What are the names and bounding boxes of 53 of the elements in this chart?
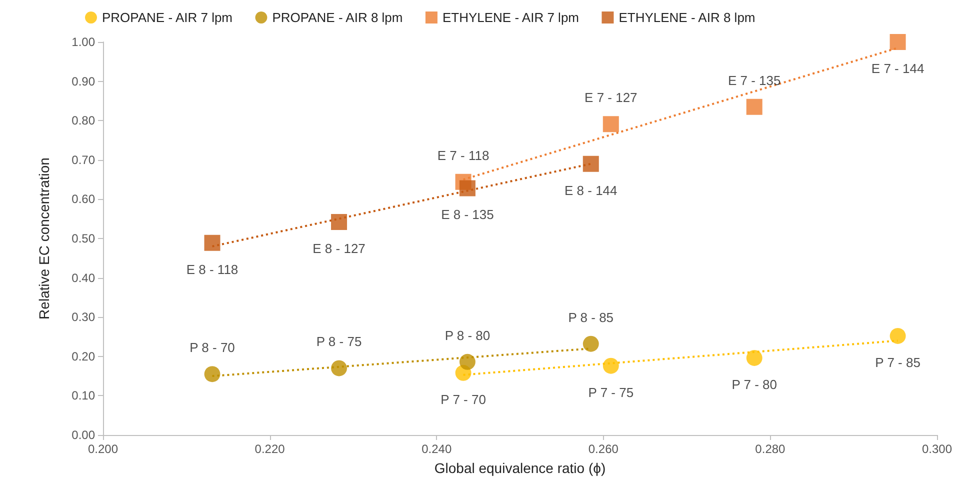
point <box>204 234 220 251</box>
data-label: P 8 - 75 <box>316 334 362 350</box>
point <box>890 34 906 50</box>
y-axis-title: Relative EC concentration <box>36 158 52 320</box>
point <box>459 180 476 196</box>
data-label: E 7 - 127 <box>584 90 638 106</box>
point <box>602 116 619 132</box>
x-tick-label: 0.200 <box>88 442 118 456</box>
point <box>582 336 599 352</box>
legend-label: ETHYLENE - AIR 8 lpm <box>618 10 756 25</box>
data-label: P 7 - 80 <box>732 376 777 392</box>
data-label: E 8 - 144 <box>564 182 618 198</box>
data-label: E 7 - 144 <box>871 61 924 76</box>
data-label: P 7 - 85 <box>875 354 920 370</box>
y-tick-label: 0.90 <box>72 74 96 88</box>
data-label: E 8 - 118 <box>186 262 238 277</box>
y-tick-label: 0.10 <box>72 388 96 403</box>
point <box>331 214 348 230</box>
point <box>890 328 906 344</box>
y-tick-label: 0.60 <box>72 192 96 206</box>
y-tick-label: 1.00 <box>72 35 96 49</box>
y-tick-label: 0.00 <box>72 428 96 442</box>
data-label: P 7 - 75 <box>588 384 634 400</box>
point <box>602 358 619 374</box>
point <box>204 366 220 382</box>
point <box>459 354 476 370</box>
y-tick-label: 0.40 <box>72 270 96 285</box>
data-label: P 8 - 85 <box>568 310 614 325</box>
data-label: E 7 - 118 <box>437 148 490 163</box>
x-tick-label: 0.240 <box>422 442 452 456</box>
x-tick-label: 0.280 <box>755 442 786 456</box>
x-tick-label: 0.260 <box>588 442 619 456</box>
data-label: P 7 - 70 <box>440 392 486 407</box>
point <box>746 98 762 115</box>
point <box>746 350 762 366</box>
point <box>331 360 348 376</box>
y-tick-label: 0.70 <box>72 152 96 167</box>
data-label: E 7 - 135 <box>728 72 781 88</box>
x-tick-label: 0.220 <box>254 442 286 456</box>
legend-label: PROPANE - AIR 8 lpm <box>272 10 403 25</box>
y-tick-label: 0.20 <box>72 349 96 364</box>
legend-label: PROPANE - AIR 7 lpm <box>102 10 233 25</box>
y-tick-label: 0.30 <box>72 310 96 324</box>
data-label: E 8 - 127 <box>312 240 366 256</box>
data-label: P 8 - 80 <box>444 328 490 343</box>
legend-label: ETHYLENE - AIR 7 lpm <box>442 10 580 25</box>
x-axis-title: Global equivalence ratio (ϕ) <box>434 460 606 476</box>
data-label: P 8 - 70 <box>190 340 235 356</box>
y-tick-label: 0.80 <box>72 114 96 128</box>
point <box>582 156 599 172</box>
data-label: E 8 - 135 <box>441 207 494 222</box>
y-tick-label: 0.50 <box>72 232 96 246</box>
x-tick-label: 0.300 <box>922 442 952 456</box>
